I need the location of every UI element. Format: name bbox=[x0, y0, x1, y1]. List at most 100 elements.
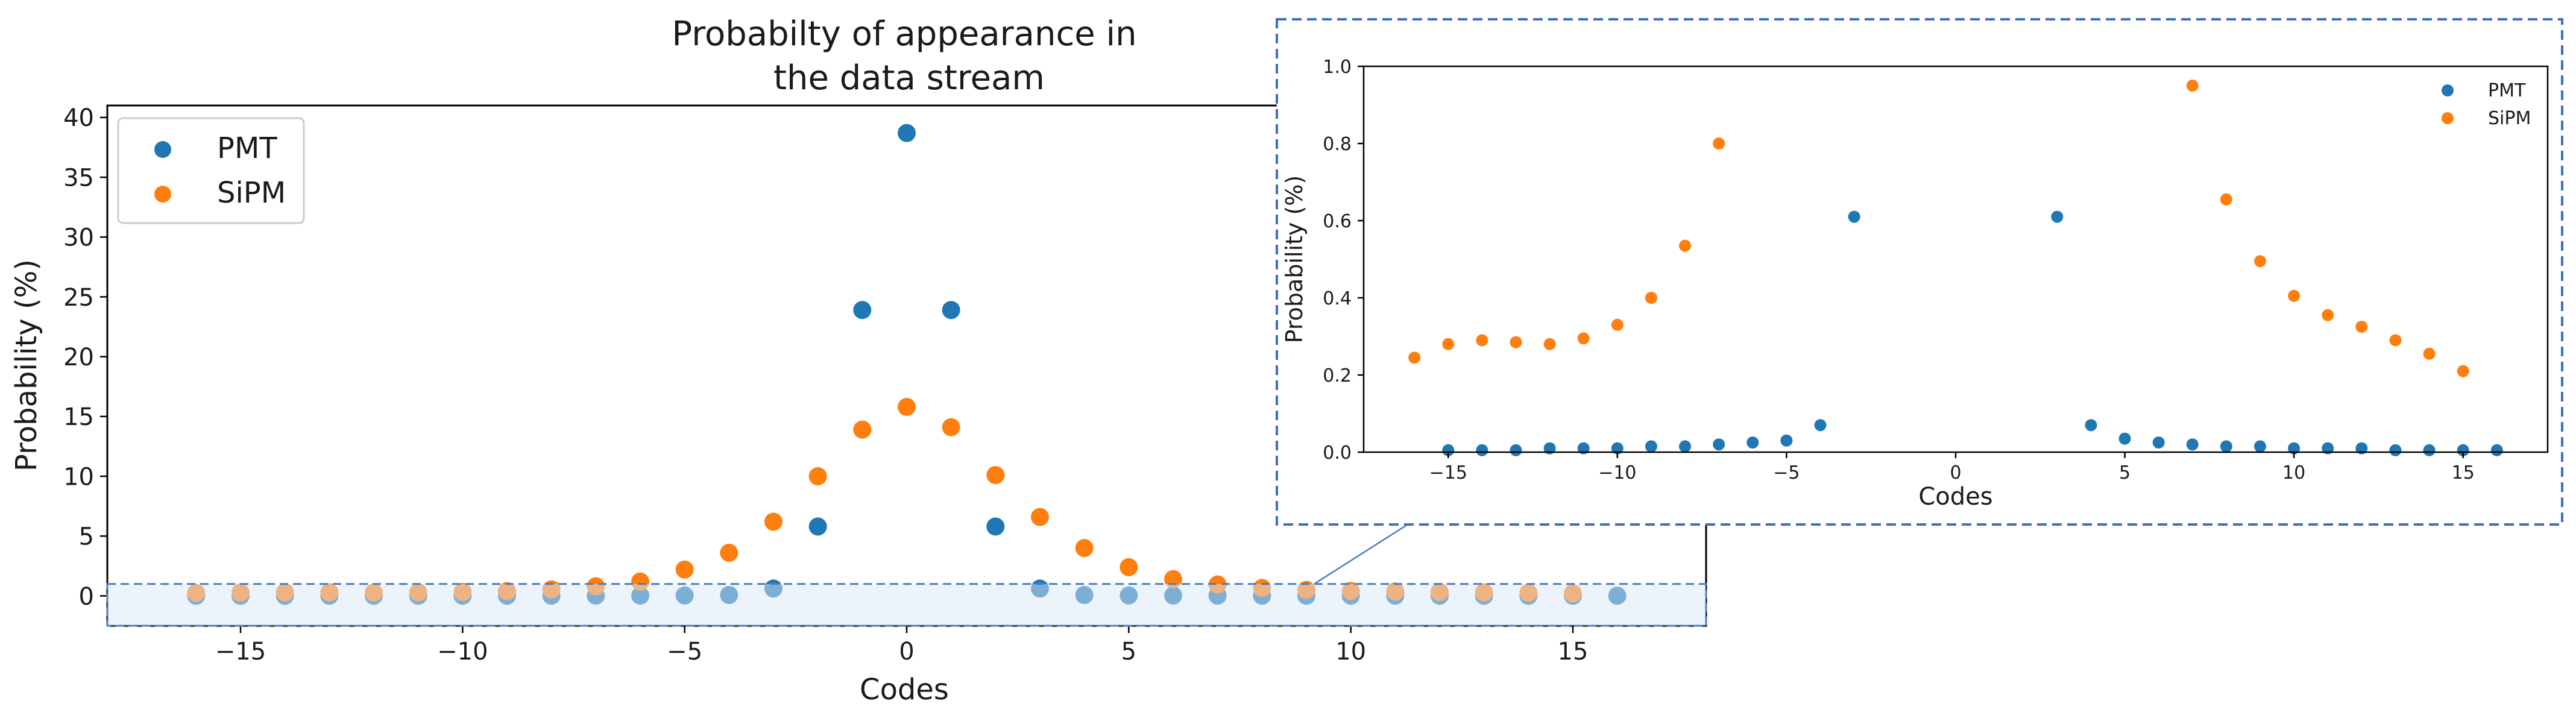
inset-y-tick-label-4: 0.8 bbox=[1323, 134, 1352, 155]
inset-point-sipm-13 bbox=[2288, 289, 2300, 302]
inset-point-sipm-15 bbox=[2355, 321, 2368, 333]
inset-point-pmt-0 bbox=[1442, 444, 1455, 456]
main-y-tick-label-2: 10 bbox=[63, 463, 94, 491]
main-point-sipm-11 bbox=[675, 560, 694, 579]
inset-x-tick-label-4: 5 bbox=[2119, 462, 2130, 483]
inset-point-pmt-20 bbox=[2288, 442, 2300, 455]
inset-x-tick-label-0: −15 bbox=[1429, 462, 1467, 483]
inset-chart: −15 −10 −5 0 5 10 15 0.0 0.2 0.4 0.6 0.8 1.0 Codes P… bbox=[1276, 18, 2563, 526]
inset-point-pmt-14 bbox=[2085, 419, 2097, 432]
inset-point-sipm-4 bbox=[1543, 338, 1556, 350]
inset-point-sipm-9 bbox=[1713, 137, 1725, 150]
inset-point-pmt-24 bbox=[2423, 444, 2436, 456]
inset-y-tick-label-1: 0.2 bbox=[1323, 365, 1352, 386]
main-point-sipm-15 bbox=[853, 420, 872, 439]
inset-point-sipm-8 bbox=[1679, 239, 1692, 252]
main-legend-marker-sipm bbox=[154, 186, 171, 203]
inset-point-pmt-17 bbox=[2186, 438, 2199, 451]
inset-point-sipm-14 bbox=[2322, 309, 2334, 321]
main-y-tick-label-5: 25 bbox=[63, 284, 94, 312]
main-y-tick-label-4: 20 bbox=[63, 344, 94, 371]
main-x-tick-label-6: 15 bbox=[1558, 638, 1589, 666]
main-point-sipm-20 bbox=[1075, 539, 1094, 558]
main-point-sipm-14 bbox=[808, 467, 827, 486]
main-point-sipm-17 bbox=[942, 418, 960, 436]
inset-point-sipm-2 bbox=[1476, 334, 1488, 347]
inset-legend-marker-pmt bbox=[2442, 84, 2454, 96]
main-title-line-2: the data stream bbox=[773, 58, 1045, 98]
inset-point-sipm-18 bbox=[2457, 365, 2469, 377]
inset-legend: PMT SiPM bbox=[2442, 80, 2531, 129]
inset-point-pmt-18 bbox=[2220, 440, 2232, 453]
inset-point-pmt-5 bbox=[1611, 442, 1623, 455]
inset-ticks: −15 −10 −5 0 5 10 15 0.0 0.2 0.4 0.6 0.8 1.0 bbox=[1323, 57, 2475, 483]
inset-y-tick-label-3: 0.6 bbox=[1323, 211, 1352, 232]
inset-point-pmt-22 bbox=[2355, 442, 2368, 455]
main-x-tick-label-3: 0 bbox=[899, 638, 914, 666]
zoom-connector-line bbox=[1314, 523, 1408, 585]
inset-x-tick-label-5: 10 bbox=[2282, 462, 2305, 483]
inset-point-sipm-10 bbox=[2186, 80, 2199, 92]
main-y-tick-label-1: 5 bbox=[79, 523, 94, 551]
inset-x-axis-label: Codes bbox=[1918, 483, 1992, 511]
main-legend: PMT SiPM bbox=[117, 117, 305, 224]
inset-point-pmt-9 bbox=[1746, 436, 1759, 449]
main-y-tick-label-3: 15 bbox=[63, 403, 94, 431]
main-legend-marker-pmt bbox=[154, 141, 171, 158]
main-ticks: −15 −10 −5 0 5 10 15 0 5 10 15 20 25 30 35 40 bbox=[63, 104, 1588, 666]
inset-point-pmt-7 bbox=[1679, 440, 1692, 453]
inset-point-pmt-21 bbox=[2322, 442, 2334, 455]
main-point-sipm-21 bbox=[1120, 558, 1138, 576]
main-point-pmt-18 bbox=[986, 517, 1005, 536]
inset-point-sipm-6 bbox=[1611, 318, 1623, 331]
main-y-tick-label-8: 40 bbox=[63, 104, 94, 132]
main-y-tick-label-0: 0 bbox=[79, 583, 94, 611]
main-point-sipm-18 bbox=[986, 466, 1005, 485]
main-legend-label-pmt: PMT bbox=[217, 131, 277, 165]
main-y-axis-label: Probability (%) bbox=[10, 259, 43, 471]
inset-point-pmt-11 bbox=[1814, 419, 1827, 432]
inset-point-sipm-5 bbox=[1577, 332, 1590, 345]
inset-panel-border bbox=[1276, 18, 2563, 526]
main-point-sipm-12 bbox=[720, 543, 738, 562]
inset-plot-area bbox=[1408, 80, 2503, 456]
inset-point-pmt-19 bbox=[2254, 440, 2267, 453]
inset-point-pmt-3 bbox=[1543, 442, 1556, 455]
inset-x-tick-label-2: −5 bbox=[1773, 462, 1800, 483]
inset-x-tick-label-3: 0 bbox=[1950, 462, 1961, 483]
inset-point-pmt-13 bbox=[2051, 210, 2064, 223]
main-legend-label-sipm: SiPM bbox=[217, 176, 286, 210]
main-point-pmt-15 bbox=[853, 301, 872, 320]
inset-point-pmt-16 bbox=[2152, 436, 2165, 449]
main-y-tick-label-7: 35 bbox=[63, 164, 94, 192]
main-y-tick-label-6: 30 bbox=[63, 224, 94, 252]
main-point-pmt-17 bbox=[942, 301, 960, 320]
inset-y-axis-label: Probability (%) bbox=[1281, 175, 1308, 344]
inset-legend-label-sipm: SiPM bbox=[2488, 108, 2531, 129]
inset-y-tick-label-2: 0.4 bbox=[1323, 288, 1352, 309]
inset-point-sipm-12 bbox=[2254, 255, 2267, 268]
inset-point-pmt-15 bbox=[2118, 432, 2131, 445]
inset-point-pmt-4 bbox=[1577, 442, 1590, 455]
main-point-sipm-16 bbox=[898, 397, 916, 416]
inset-point-sipm-3 bbox=[1510, 336, 1522, 348]
main-point-sipm-13 bbox=[764, 512, 783, 531]
inset-x-tick-label-1: −10 bbox=[1598, 462, 1636, 483]
inset-legend-marker-sipm bbox=[2442, 112, 2454, 124]
inset-y-tick-label-5: 1.0 bbox=[1323, 57, 1352, 78]
main-x-axis-label: Codes bbox=[860, 673, 949, 707]
inset-point-sipm-17 bbox=[2423, 347, 2436, 360]
inset-point-pmt-2 bbox=[1510, 444, 1522, 456]
inset-point-sipm-0 bbox=[1408, 351, 1421, 364]
inset-legend-label-pmt: PMT bbox=[2488, 80, 2526, 101]
inset-point-pmt-6 bbox=[1645, 440, 1657, 453]
main-title-line-1: Probabilty of appearance in bbox=[672, 14, 1136, 54]
inset-point-pmt-8 bbox=[1713, 438, 1725, 451]
inset-point-sipm-16 bbox=[2389, 334, 2402, 347]
main-point-sipm-19 bbox=[1031, 508, 1049, 526]
inset-point-pmt-10 bbox=[1780, 434, 1793, 447]
inset-point-sipm-7 bbox=[1645, 292, 1657, 304]
inset-point-pmt-26 bbox=[2490, 444, 2503, 456]
inset-point-pmt-25 bbox=[2457, 444, 2469, 456]
